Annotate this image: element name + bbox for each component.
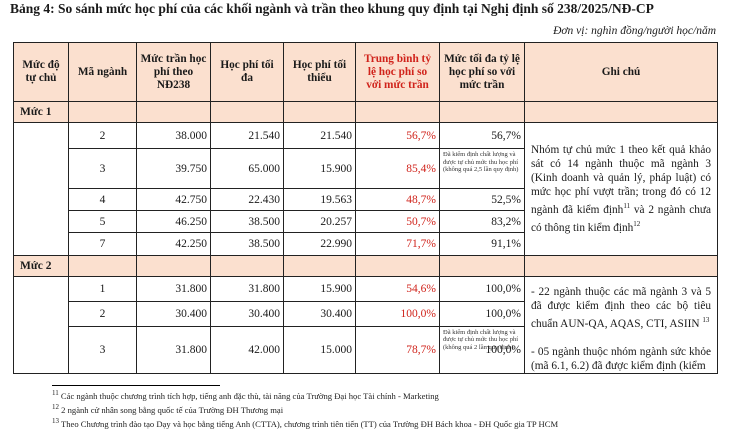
max-fee-cell: 21.540 [210,122,284,149]
footnote-divider [52,385,220,386]
max-ratio-cell: 100,0% [439,300,525,327]
group-label: Mức 1 [13,101,69,123]
table-row: 3 31.800 42.000 15.000 78,7% Đã kiểm địn… [14,325,718,374]
table-row: 2 30.400 30.400 30.400 100,0% 100,0% [14,300,718,327]
table-row: 1 31.800 31.800 15.900 54,6% 100,0% - 22… [13,276,718,374]
header-avg-ratio: Trung bình tỷ lệ học phí so với mức trần [355,42,440,102]
ceiling-cell: 38.000 [136,122,211,149]
footnote: 13 Theo Chương trình đào tạo Dạy và học … [52,417,559,429]
footnote: 11 Các ngành thuộc chương trình tích hợp… [52,389,439,401]
header-row: Mức độ tự chủ Mã ngành Mức trần học phí … [13,42,718,102]
ceiling-cell: 39.750 [136,148,211,189]
max-fee-cell: 38.500 [210,210,284,233]
avg-ratio-cell: 50,7% [355,210,440,233]
note-level-1: Nhóm tự chủ mức 1 theo kết quả khảo sát … [524,122,718,256]
mini-note: Đã kiểm định chất lượng và được tự chủ m… [443,151,519,173]
ceiling-cell: 31.800 [136,276,211,302]
min-fee-cell: 15.900 [283,148,356,189]
max-ratio-cell: 91,1% [439,232,525,256]
max-fee-cell: 38.500 [210,232,284,256]
group-label: Mức 2 [13,255,69,277]
ceiling-cell: 42.250 [136,232,211,256]
header-autonomy: Mức độ tự chủ [13,42,69,102]
table-caption: Bảng 4: So sánh mức học phí của các khối… [10,1,654,16]
code-cell: 2 [68,122,137,149]
max-ratio-cell: Đã kiểm định chất lượng và được tự chủ m… [439,148,525,189]
footnote: 12 2 ngành cử nhân song bằng quốc tế của… [52,403,284,415]
header-note: Ghi chú [524,42,718,102]
code-cell: 5 [68,210,137,233]
avg-ratio-cell: 56,7% [355,122,440,149]
ceiling-cell: 46.250 [136,210,211,233]
header-max-ratio: Mức tối đa tỷ lệ học phí so với mức trần [439,42,525,102]
group-row-level-1: Mức 1 [13,101,718,123]
code-cell: 3 [68,148,137,189]
avg-ratio-cell: 85,4% [355,148,440,189]
avg-ratio-cell: 78,7% [355,325,440,374]
max-ratio-cell: Đã kiểm định chất lượng và được tự chủ m… [439,325,525,374]
code-cell: 2 [68,300,137,327]
ceiling-cell: 30.400 [136,300,211,327]
code-cell: 4 [68,188,137,211]
max-ratio-cell: 56,7% [439,122,525,149]
header-code: Mã ngành [68,42,137,102]
header-max-fee: Học phí tối đa [210,42,284,102]
header-ceiling: Mức trần học phí theo NĐ238 [136,42,211,102]
max-fee-cell: 65.000 [210,148,284,189]
max-fee-cell: 31.800 [210,276,284,302]
autonomy-cell [13,122,69,256]
avg-ratio-cell: 100,0% [355,300,440,327]
table-row: 3 39.750 65.000 15.900 85,4% Đã kiểm địn… [14,148,718,189]
avg-ratio-cell: 71,7% [355,232,440,256]
max-ratio-cell: 83,2% [439,210,525,233]
code-cell: 1 [68,276,137,302]
max-fee-cell: 22.430 [210,188,284,211]
avg-ratio-cell: 48,7% [355,188,440,211]
max-fee-cell: 30.400 [210,300,284,327]
header-min-fee: Học phí tối thiểu [283,42,356,102]
note-level-2: - 22 ngành thuộc các mã ngành 3 và 5 đã … [524,276,718,374]
table-row: 7 42.250 38.500 22.990 71,7% 91,1% [14,232,718,256]
min-fee-cell: 15.900 [283,276,356,302]
code-cell: 7 [68,232,137,256]
group-row-level-2: Mức 2 [13,255,718,277]
tuition-comparison-table: Mức độ tự chủ Mã ngành Mức trần học phí … [13,42,718,374]
min-fee-cell: 20.257 [283,210,356,233]
min-fee-cell: 22.990 [283,232,356,256]
avg-ratio-cell: 54,6% [355,276,440,302]
ceiling-cell: 42.750 [136,188,211,211]
min-fee-cell: 21.540 [283,122,356,149]
mini-note: Đã kiểm định chất lượng và được tự chủ m… [443,328,519,351]
code-cell: 3 [68,325,137,374]
unit-label: Đơn vị: nghìn đồng/người học/năm [553,25,716,37]
min-fee-cell: 30.400 [283,300,356,327]
ceiling-cell: 31.800 [136,325,211,374]
table-row: 2 38.000 21.540 21.540 56,7% 56,7% Nhóm … [13,122,718,256]
max-fee-cell: 42.000 [210,325,284,374]
max-ratio-cell: 100,0% [439,276,525,302]
note-item: - 05 ngành thuộc nhóm ngành sức khỏe (mã… [531,345,711,372]
autonomy-cell [13,276,69,374]
table-row: 4 42.750 22.430 19.563 48,7% 52,5% [14,188,718,211]
max-ratio-cell: 52,5% [439,188,525,211]
min-fee-cell: 15.000 [283,325,356,374]
min-fee-cell: 19.563 [283,188,356,211]
note-item: - 22 ngành thuộc các mã ngành 3 và 5 đã … [531,286,711,330]
